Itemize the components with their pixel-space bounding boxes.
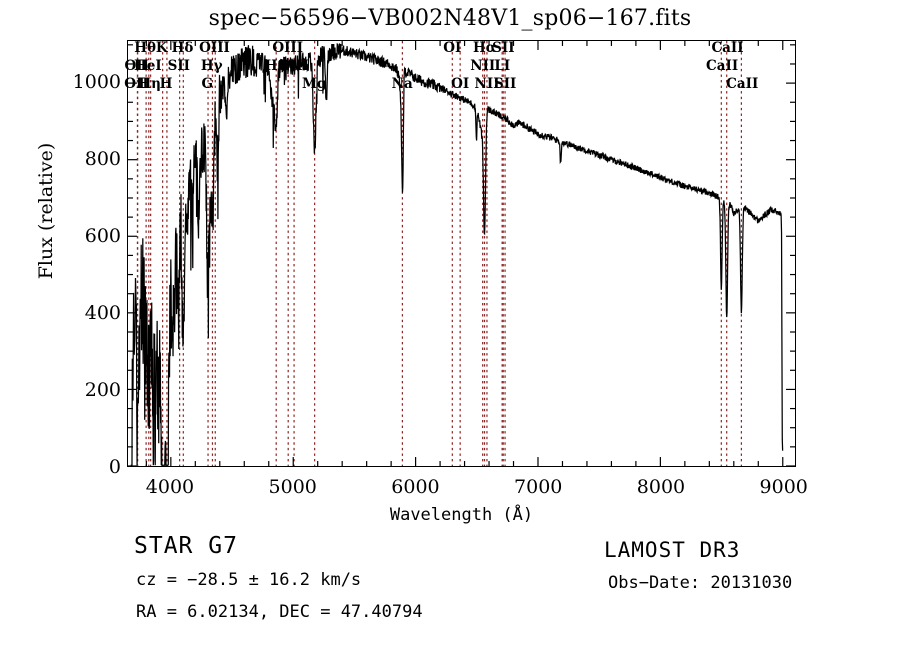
y-tick-label: 200 bbox=[84, 379, 121, 402]
x-tick-label: 5000 bbox=[268, 476, 317, 498]
spectrum-curve bbox=[128, 41, 795, 466]
x-tick-label: 6000 bbox=[391, 476, 440, 498]
object-classification: STAR G7 bbox=[134, 533, 238, 559]
x-tick-label: 4000 bbox=[145, 476, 195, 498]
axis-ticks bbox=[128, 41, 795, 466]
x-axis-label: Wavelength (Å) bbox=[389, 505, 534, 525]
y-tick-label: 400 bbox=[84, 302, 121, 325]
survey-name: LAMOST DR3 bbox=[604, 538, 741, 562]
x-tick-label: 8000 bbox=[636, 476, 686, 498]
coordinates: RA = 6.02134, DEC = 47.40794 bbox=[136, 602, 423, 622]
x-tick-label: 7000 bbox=[514, 476, 563, 498]
y-tick-label: 0 bbox=[108, 456, 121, 478]
y-tick-label: 1000 bbox=[72, 71, 121, 94]
redshift-velocity: cz = −28.5 ± 16.2 km/s bbox=[136, 570, 362, 590]
y-axis-label: Flux (relative) bbox=[35, 142, 57, 280]
figure-title: spec−56596−VB002N48V1_sp06−167.fits bbox=[208, 6, 692, 31]
y-tick-label: 600 bbox=[84, 225, 121, 248]
observation-date: Obs−Date: 20131030 bbox=[608, 573, 793, 593]
plot-area bbox=[128, 41, 795, 466]
y-tick-label: 800 bbox=[84, 148, 121, 171]
x-tick-label: 9000 bbox=[759, 476, 808, 498]
x-axis-tick-labels: 4000 5000 6000 7000 8000 9000 bbox=[127, 476, 808, 502]
y-axis-tick-labels: 0 200 400 600 800 1000 bbox=[25, 40, 121, 477]
plot-frame bbox=[127, 40, 796, 467]
